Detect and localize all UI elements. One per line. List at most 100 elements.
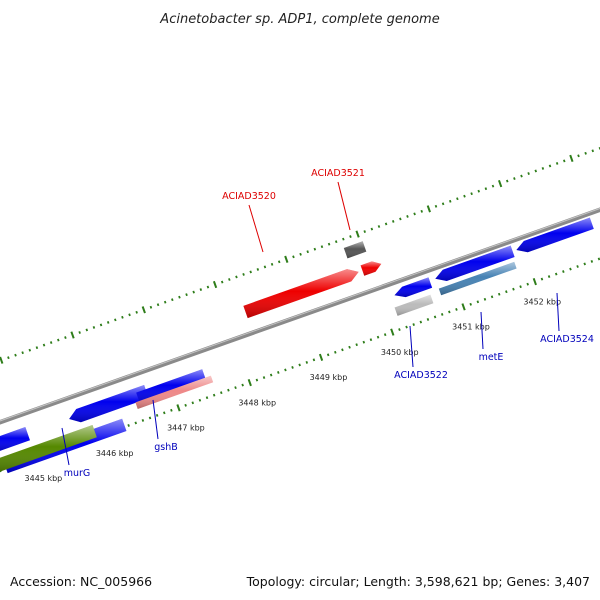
upper-minor-tick <box>42 343 46 347</box>
upper-minor-tick <box>57 338 60 342</box>
gene-label-murg[interactable]: murG <box>64 468 91 479</box>
upper-minor-tick <box>35 346 39 350</box>
upper-minor-tick <box>263 265 267 269</box>
gene-aciad3524-arrow-shading <box>516 217 594 253</box>
lower-minor-tick <box>469 302 472 306</box>
gene-label-mete[interactable]: metE <box>479 352 504 363</box>
gene-feature-arrow-shading <box>0 425 97 472</box>
upper-minor-tick <box>506 179 509 183</box>
upper-minor-tick <box>28 348 32 352</box>
upper-minor-tick <box>99 323 103 327</box>
gene-feature-arrow-shading <box>343 241 367 259</box>
lower-minor-tick <box>305 360 309 364</box>
lower-minor-tick <box>362 340 366 344</box>
gene-label-aciad3521[interactable]: ACIAD3521 <box>311 168 365 179</box>
scale-tick-label: 3446 kbp <box>96 449 134 458</box>
accession-text: Accession: NC_005966 <box>10 574 152 589</box>
upper-major-tick <box>355 230 360 238</box>
upper-minor-tick <box>591 149 595 153</box>
lower-minor-tick <box>291 366 294 369</box>
scale-tick-label: 3449 kbp <box>310 373 348 382</box>
lower-minor-tick <box>433 315 437 319</box>
scale-tick-label: 3447 kbp <box>167 424 205 433</box>
upper-minor-tick <box>406 214 409 218</box>
lower-minor-tick <box>376 335 380 339</box>
upper-minor-tick <box>313 247 317 251</box>
scale-tick-label: 3451 kbp <box>452 323 490 332</box>
lower-minor-tick <box>134 421 138 425</box>
upper-minor-tick <box>527 172 530 175</box>
lower-minor-tick <box>155 413 159 417</box>
upper-minor-tick <box>320 245 324 249</box>
upper-minor-tick <box>277 260 281 264</box>
upper-major-tick <box>426 205 431 213</box>
upper-minor-tick <box>534 169 538 173</box>
lower-minor-tick <box>163 411 166 415</box>
lower-minor-tick <box>583 262 586 266</box>
upper-minor-tick <box>434 204 438 208</box>
lower-minor-tick <box>355 343 358 347</box>
upper-minor-tick <box>178 295 181 299</box>
gene-label-aciad3522[interactable]: ACIAD3522 <box>394 370 448 381</box>
lower-minor-tick <box>540 277 544 281</box>
scale-label-layer: 3445 kbp 3446 kbp 3447 kbp 3448 kbp 3449 kbp… <box>25 297 562 483</box>
upper-minor-tick <box>192 290 195 294</box>
upper-minor-tick <box>199 288 203 292</box>
gene-leader-line <box>61 427 70 466</box>
lower-minor-tick <box>440 313 444 316</box>
lower-minor-tick <box>405 325 408 329</box>
upper-minor-tick <box>363 230 366 233</box>
lower-minor-tick <box>312 358 316 362</box>
lower-minor-tick <box>569 267 572 271</box>
gene-label-aciad3520[interactable]: ACIAD3520 <box>222 191 276 202</box>
lower-minor-tick <box>170 408 173 412</box>
backbone-layer <box>0 207 600 425</box>
upper-minor-tick <box>163 300 167 304</box>
lower-minor-tick <box>483 297 487 301</box>
lower-minor-tick <box>512 287 515 291</box>
gene-label-aciad3524[interactable]: ACIAD3524 <box>540 334 594 345</box>
lower-minor-tick <box>284 368 287 372</box>
upper-minor-tick <box>477 189 480 193</box>
upper-minor-tick <box>21 351 24 355</box>
lower-minor-tick <box>398 328 401 332</box>
lower-minor-tick <box>576 265 579 268</box>
lower-minor-tick <box>348 345 351 349</box>
gene-leader-line <box>409 325 414 368</box>
lower-minor-tick <box>597 257 600 261</box>
upper-minor-tick <box>106 320 110 324</box>
upper-minor-tick <box>391 220 395 223</box>
upper-major-tick <box>569 154 574 163</box>
scale-tick-label: 3452 kbp <box>523 297 561 306</box>
lower-minor-tick <box>277 371 280 374</box>
upper-minor-tick <box>555 161 559 165</box>
upper-major-tick <box>0 356 4 364</box>
lower-major-tick <box>247 378 252 387</box>
upper-minor-tick <box>463 194 466 198</box>
upper-minor-tick <box>448 199 452 203</box>
gene-feature-arrow-shading <box>135 375 214 409</box>
upper-minor-tick <box>563 159 566 163</box>
upper-major-tick <box>70 331 75 339</box>
lower-major-tick <box>532 278 537 286</box>
upper-minor-tick <box>577 154 580 158</box>
lower-minor-tick <box>269 373 273 377</box>
upper-minor-tick <box>441 202 445 206</box>
gene-label-gshb[interactable]: gshB <box>154 442 178 453</box>
upper-minor-tick <box>306 250 309 254</box>
upper-minor-tick <box>78 331 81 334</box>
gene-feature-arrow-shading <box>0 427 30 451</box>
upper-minor-tick <box>149 305 153 309</box>
upper-minor-tick <box>242 273 245 276</box>
upper-major-tick <box>498 179 503 188</box>
lower-minor-tick <box>191 401 195 405</box>
upper-minor-tick <box>249 270 252 274</box>
upper-minor-tick <box>384 222 388 226</box>
genome-backbone-highlight <box>0 207 600 422</box>
gene-aciad3522-arrow-shading <box>394 277 433 298</box>
lower-minor-tick <box>234 386 237 390</box>
genome-backbone <box>0 207 600 425</box>
lower-minor-tick <box>212 393 216 397</box>
gene-mete-arrow-shading <box>435 245 515 282</box>
